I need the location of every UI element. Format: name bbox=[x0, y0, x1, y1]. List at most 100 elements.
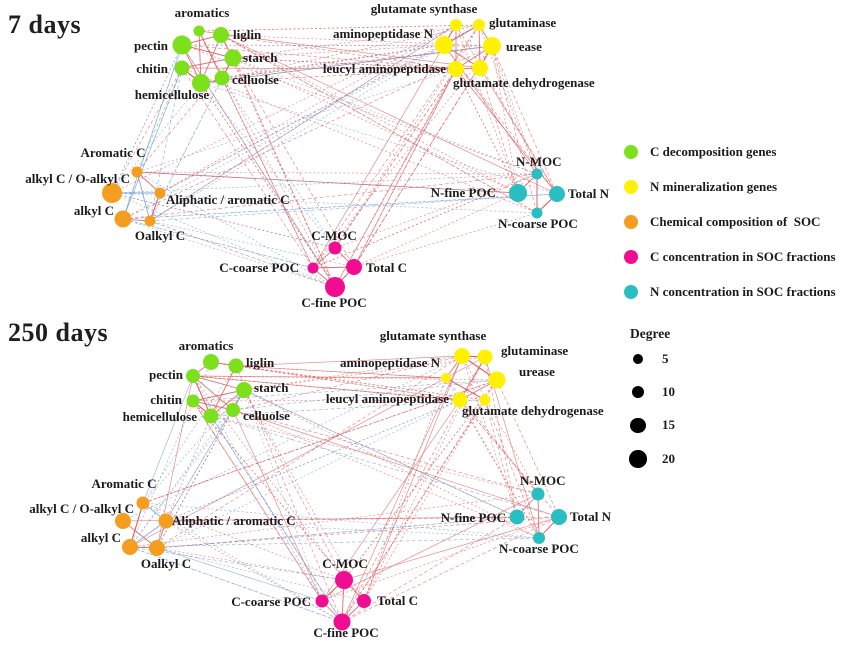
node-alkyl-c-250days bbox=[122, 539, 138, 555]
edge bbox=[491, 45, 538, 214]
edge bbox=[353, 68, 457, 268]
node-chitin-7days bbox=[174, 60, 190, 76]
node-label-oalkyl-c-250days: Oalkyl C bbox=[141, 556, 191, 571]
node-label-hemicellulose-250days: hemicellulose bbox=[123, 409, 198, 424]
node-label-glutamate-dehydrogenase-250days: glutamate dehydrogenase bbox=[462, 403, 604, 418]
edge bbox=[221, 44, 445, 79]
edge bbox=[459, 399, 539, 495]
degree-dot-box bbox=[628, 417, 648, 434]
node-label-leucyl-aminopeptidase-250days: leucyl aminopeptidase bbox=[326, 391, 449, 406]
node-chitin-250days bbox=[186, 394, 200, 408]
edge bbox=[200, 82, 336, 288]
edge bbox=[149, 220, 336, 288]
edge bbox=[235, 365, 486, 401]
node-starch-250days bbox=[236, 382, 252, 398]
edge bbox=[192, 375, 447, 379]
node-label-n-moc-250days: N-MOC bbox=[520, 473, 566, 488]
edge bbox=[537, 493, 540, 539]
node-leucyl-aminopeptidase-7days bbox=[448, 61, 464, 77]
edge bbox=[192, 400, 323, 602]
edge bbox=[198, 24, 480, 32]
node-n-coarse-poc-250days bbox=[533, 532, 545, 544]
edge bbox=[192, 375, 234, 411]
degree-dot-box bbox=[628, 450, 648, 468]
node-oalkyl-c-7days bbox=[144, 215, 156, 227]
edge bbox=[363, 355, 463, 602]
node-label-urease-250days: urease bbox=[519, 364, 555, 379]
edge bbox=[136, 171, 151, 222]
node-aliphatic-aromatic-c-250days bbox=[158, 513, 174, 529]
legend-dot-yellow bbox=[624, 180, 638, 195]
node-label-starch-250days: starch bbox=[254, 380, 289, 395]
node-c-fine-poc-250days bbox=[333, 613, 351, 631]
node-label-n-moc-7days: N-MOC bbox=[516, 154, 562, 169]
node-label-c-coarse-poc-250days: C-coarse POC bbox=[231, 594, 311, 609]
node-glutamate-dehydrogenase-7days bbox=[472, 60, 488, 76]
edge bbox=[220, 34, 336, 288]
degree-dot-20 bbox=[629, 450, 647, 468]
legend-dot-magenta bbox=[624, 249, 638, 264]
edge bbox=[122, 45, 493, 220]
edge bbox=[198, 30, 314, 269]
edge bbox=[122, 355, 463, 522]
node-liglin-250days bbox=[228, 358, 244, 374]
node-label-alkyl-c-7days: alkyl C bbox=[74, 203, 114, 218]
node-label-celluolse-7days: celluolse bbox=[232, 72, 279, 87]
node-label-glutaminase-7days: glutaminase bbox=[489, 15, 556, 30]
edge bbox=[122, 67, 183, 220]
node-urease-250days bbox=[488, 371, 506, 389]
edge bbox=[221, 77, 336, 249]
node-celluolse-250days bbox=[226, 403, 240, 417]
node-glutamate-dehydrogenase-250days bbox=[479, 394, 491, 406]
edge bbox=[210, 415, 539, 495]
node-label-urease-7days: urease bbox=[506, 39, 542, 54]
edge bbox=[459, 399, 540, 539]
panel-title-7-days: 7 days bbox=[8, 10, 82, 39]
edge bbox=[363, 377, 447, 602]
node-urease-7days bbox=[483, 37, 501, 55]
node-label-alkyl-o-alkyl-c-7days: alkyl C / O-alkyl C bbox=[25, 171, 130, 186]
edge bbox=[210, 415, 560, 518]
node-label-total-n-7days: Total N bbox=[568, 186, 610, 201]
degree-row-10: 10 bbox=[628, 375, 675, 408]
edge bbox=[445, 377, 486, 401]
edge bbox=[149, 24, 457, 222]
edge bbox=[455, 68, 519, 194]
node-label-aliphatic-aromatic-c-250days: Aliphatic / aromatic C bbox=[172, 513, 296, 528]
edge bbox=[235, 355, 463, 367]
edge bbox=[496, 379, 560, 518]
node-glutamate-synthase-7days bbox=[450, 19, 462, 31]
edge bbox=[484, 399, 540, 539]
edge bbox=[111, 24, 457, 194]
edge bbox=[111, 192, 538, 214]
legend-label: N mineralization genes bbox=[650, 179, 778, 195]
node-label-starch-7days: starch bbox=[243, 50, 278, 65]
edge bbox=[136, 67, 183, 173]
edge bbox=[111, 82, 202, 194]
node-c-coarse-poc-7days bbox=[307, 262, 319, 274]
edge bbox=[232, 57, 457, 70]
edge bbox=[136, 171, 519, 194]
node-alkyl-o-alkyl-c-7days bbox=[102, 183, 122, 203]
edge bbox=[156, 399, 461, 549]
node-label-aliphatic-aromatic-c-7days: Aliphatic / aromatic C bbox=[166, 192, 290, 207]
edge bbox=[334, 68, 457, 249]
degree-dot-5 bbox=[633, 353, 643, 364]
edge bbox=[156, 547, 323, 602]
node-alkyl-o-alkyl-c-250days bbox=[115, 513, 131, 529]
edge bbox=[129, 356, 486, 548]
edge bbox=[181, 67, 314, 269]
edge bbox=[198, 30, 481, 69]
edge bbox=[156, 547, 365, 602]
node-aliphatic-aromatic-c-7days bbox=[154, 187, 166, 199]
edge bbox=[122, 218, 336, 288]
edge bbox=[156, 409, 234, 549]
edge bbox=[210, 399, 486, 417]
node-label-n-coarse-poc-7days: N-coarse POC bbox=[498, 216, 578, 231]
edge bbox=[232, 409, 539, 495]
node-label-total-c-250days: Total C bbox=[377, 593, 418, 608]
edge bbox=[243, 389, 365, 602]
node-label-celluolse-250days: celluolse bbox=[243, 408, 290, 423]
edge bbox=[341, 355, 463, 623]
